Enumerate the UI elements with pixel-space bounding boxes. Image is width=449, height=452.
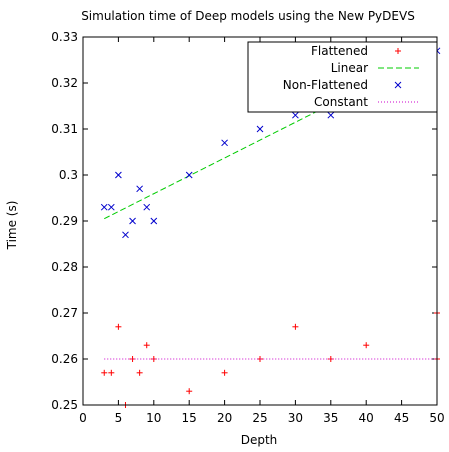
data-point-flattened: [221, 369, 228, 376]
legend-label-non-flattened: Non-Flattened: [283, 78, 368, 92]
x-tick-label: 35: [323, 411, 338, 425]
x-tick-label: 40: [359, 411, 374, 425]
data-point-non-flattened: [292, 111, 299, 119]
data-point-non-flattened: [136, 185, 143, 193]
data-point-non-flattened: [221, 139, 228, 147]
legend-label-linear: Linear: [331, 61, 368, 75]
data-point-non-flattened: [107, 203, 115, 211]
y-tick-label: 0.27: [51, 306, 78, 320]
data-point-flattened: [292, 323, 299, 330]
legend-label-flattened: Flattened: [311, 44, 368, 58]
data-point-non-flattened: [122, 231, 129, 239]
x-tick-label: 30: [288, 411, 303, 425]
y-tick-label: 0.3: [59, 168, 78, 182]
y-axis-label: Time (s): [5, 201, 19, 251]
x-tick-label: 15: [182, 411, 197, 425]
legend: Flattened Linear Non-Flattened Constant: [247, 41, 438, 113]
x-tick-label: 45: [394, 411, 409, 425]
y-tick-label: 0.31: [51, 122, 78, 136]
legend-label-constant: Constant: [314, 95, 368, 109]
data-point-flattened: [143, 342, 150, 349]
legend-swatch-non-flattened: [394, 81, 402, 89]
y-tick-label: 0.28: [51, 260, 78, 274]
x-tick-label: 0: [79, 411, 87, 425]
data-point-non-flattened: [115, 171, 122, 179]
data-point-flattened: [186, 388, 193, 395]
data-point-flattened: [108, 369, 115, 376]
legend-box: [247, 41, 438, 113]
data-point-flattened: [101, 369, 108, 376]
data-point-non-flattened: [327, 111, 335, 119]
data-point-non-flattened: [143, 203, 151, 211]
x-axis-label: Depth: [241, 433, 278, 447]
data-point-flattened: [136, 369, 143, 376]
data-point-non-flattened: [185, 171, 193, 179]
data-point-non-flattened: [100, 203, 108, 211]
x-tick-label: 50: [429, 411, 444, 425]
x-tick-label: 10: [146, 411, 161, 425]
y-tick-label: 0.26: [51, 352, 78, 366]
y-tick-label: 0.33: [51, 30, 78, 44]
data-point-flattened: [115, 323, 122, 330]
data-point-flattened: [363, 342, 370, 349]
plot-frame: [82, 36, 438, 406]
ticks-layer: 0 5 10 15 20 25 30 35 40 45 50 0.25 0.26 0.27 0.28 0.29…: [51, 30, 444, 425]
legend-swatch-flattened: [395, 48, 401, 54]
data-point-non-flattened: [129, 217, 136, 225]
x-tick-label: 20: [217, 411, 232, 425]
y-tick-label: 0.32: [51, 76, 78, 90]
series-flattened: [101, 310, 440, 408]
chart-title: Simulation time of Deep models using the…: [81, 9, 415, 23]
x-tick-label: 5: [115, 411, 123, 425]
y-tick-label: 0.29: [51, 214, 78, 228]
y-tick-label: 0.25: [51, 398, 78, 412]
data-point-non-flattened: [256, 125, 264, 133]
x-tick-label: 25: [252, 411, 267, 425]
data-point-non-flattened: [150, 217, 158, 225]
